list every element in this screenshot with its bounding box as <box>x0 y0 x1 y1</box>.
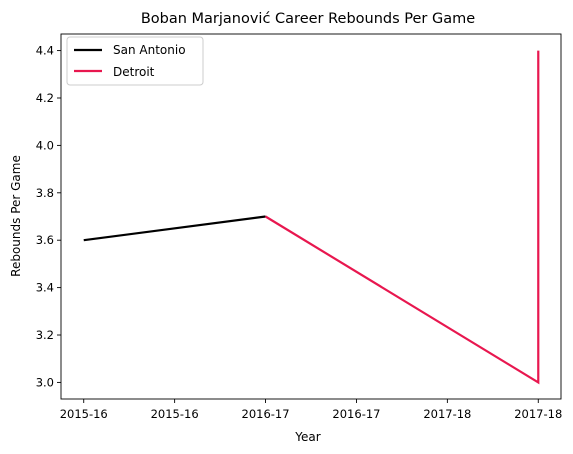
y-tick-label: 3.2 <box>36 328 54 342</box>
x-tick-label: 2016-17 <box>332 407 380 421</box>
y-tick-label: 4.0 <box>36 138 54 152</box>
x-tick-label: 2017-18 <box>514 407 562 421</box>
data-point <box>83 239 85 241</box>
plot-area <box>60 33 562 400</box>
series-line-san-antonio <box>83 215 266 242</box>
x-tick-label: 2016-17 <box>242 407 290 421</box>
x-tick-label: 2017-18 <box>423 407 471 421</box>
y-tick-label: 4.2 <box>36 91 54 105</box>
x-axis: 2015-16 2015-16 2016-17 2016-17 2017-18 2017-… <box>60 399 562 421</box>
x-tick-label: 2015-16 <box>60 407 108 421</box>
y-axis: 3.0 3.2 3.4 3.6 3.8 4.0 4.2 4.4 <box>36 44 61 389</box>
y-tick-label: 3.0 <box>36 375 54 389</box>
y-tick-label: 3.6 <box>36 233 54 247</box>
data-point <box>265 216 267 218</box>
y-axis-label: Rebounds Per Game <box>9 155 23 277</box>
data-point <box>537 50 539 52</box>
y-tick-label: 3.4 <box>36 281 54 295</box>
series-layer <box>83 50 540 385</box>
data-point <box>537 381 539 383</box>
x-tick-label: 2015-16 <box>151 407 199 421</box>
legend: San Antonio Detroit <box>66 36 204 86</box>
legend-label-detroit: Detroit <box>113 65 155 79</box>
y-tick-label: 4.4 <box>36 44 54 58</box>
series-line-detroit <box>264 50 540 385</box>
legend-label-san-antonio: San Antonio <box>113 43 186 57</box>
x-axis-label: Year <box>294 430 320 444</box>
chart-title: Boban Marjanović Career Rebounds Per Gam… <box>141 11 475 27</box>
y-tick-label: 3.8 <box>36 186 54 200</box>
